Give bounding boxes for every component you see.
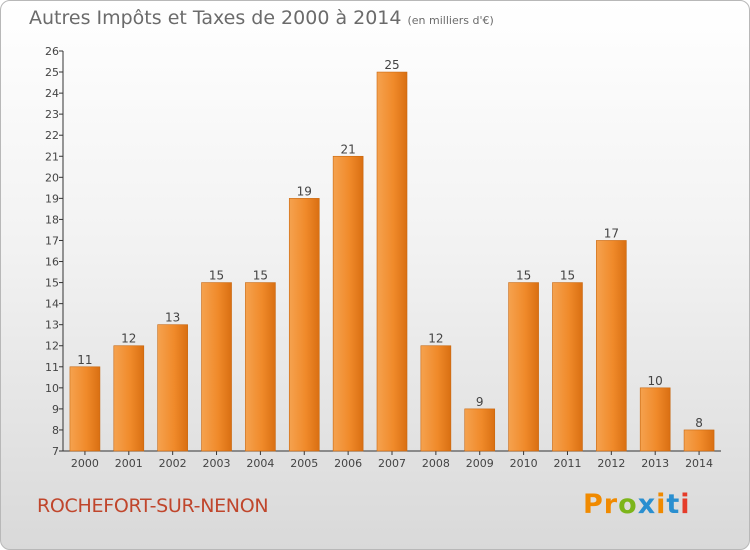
unit-label: (en milliers d'€): [407, 14, 494, 27]
bar: [464, 408, 496, 452]
y-tick-label: 11: [45, 361, 59, 374]
bar-value-label: 9: [476, 395, 484, 409]
y-tick-label: 26: [45, 45, 59, 58]
bar-value-label: 15: [209, 269, 224, 283]
bar: [288, 198, 320, 452]
bar: [201, 282, 232, 452]
x-tick-label: 2007: [378, 457, 406, 470]
y-tick-label: 20: [45, 171, 59, 184]
y-tick-label: 23: [45, 108, 59, 121]
x-tick-label: 2014: [685, 457, 713, 470]
y-tick-label: 9: [52, 403, 59, 416]
x-tick-label: 2011: [553, 457, 581, 470]
y-tick-label: 19: [45, 192, 59, 205]
bar: [552, 282, 583, 452]
logo-letter: x: [637, 489, 657, 520]
bar: [596, 240, 627, 452]
y-tick-label: 14: [45, 298, 59, 311]
x-tick-label: 2006: [334, 457, 362, 470]
bar-value-label: 17: [604, 226, 619, 240]
y-tick-label: 18: [45, 213, 59, 226]
x-tick-label: 2003: [203, 457, 231, 470]
bar: [332, 155, 364, 452]
bar-value-label: 12: [428, 332, 443, 346]
x-tick-label: 2004: [246, 457, 274, 470]
bar-value-label: 8: [695, 416, 703, 430]
bar: [245, 282, 276, 452]
title-text: Autres Impôts et Taxes de 2000 à 2014: [29, 7, 402, 29]
logo-letter: i: [680, 489, 691, 520]
y-tick-label: 10: [45, 382, 59, 395]
bar-value-label: 13: [165, 311, 180, 325]
y-tick-label: 12: [45, 340, 59, 353]
y-tick-label: 8: [52, 424, 59, 437]
x-tick-label: 2001: [115, 457, 143, 470]
x-tick-label: 2010: [510, 457, 538, 470]
x-tick-label: 2000: [71, 457, 99, 470]
bar-value-label: 21: [340, 142, 355, 156]
bar: [683, 429, 715, 452]
y-tick-label: 7: [52, 445, 59, 458]
x-tick-label: 2002: [159, 457, 187, 470]
bar-value-label: 11: [77, 353, 92, 367]
bar-value-label: 10: [648, 374, 663, 388]
logo-letter: r: [603, 489, 619, 520]
y-tick-label: 17: [45, 234, 59, 247]
logo-letter: i: [656, 489, 667, 520]
bar-value-label: 19: [297, 184, 312, 198]
chart-title: Autres Impôts et Taxes de 2000 à 2014 (en…: [29, 7, 494, 29]
y-tick-label: 24: [45, 87, 59, 100]
x-tick-label: 2005: [290, 457, 318, 470]
x-tick-label: 2012: [597, 457, 625, 470]
bar: [508, 282, 539, 452]
labels: 11 12 13 15 15 19 21 25 12 9 15 15 17 10 8: [77, 58, 703, 430]
logo-letter: P: [583, 489, 604, 520]
logo-letter: o: [618, 489, 638, 520]
proxiti-logo: Proxiti: [583, 489, 691, 520]
y-tick-label: 13: [45, 319, 59, 332]
bar-value-label: 25: [384, 58, 399, 72]
place-name: ROCHEFORT-SUR-NENON: [37, 495, 269, 517]
logo-letter: t: [666, 489, 681, 520]
y-tick-label: 21: [45, 150, 59, 163]
bar-value-label: 15: [253, 269, 268, 283]
x-tick-label: 2008: [422, 457, 450, 470]
bar: [639, 387, 671, 452]
bar: [69, 366, 101, 452]
x-tick-label: 2013: [641, 457, 669, 470]
y-tick-label: 22: [45, 129, 59, 142]
bar: [420, 345, 452, 452]
bar-value-label: 15: [560, 269, 575, 283]
bar: [376, 71, 408, 452]
bar-value-label: 12: [121, 332, 136, 346]
y-tick-label: 16: [45, 256, 59, 269]
y-tick-label: 15: [45, 277, 59, 290]
bar: [157, 324, 188, 452]
y-tick-label: 25: [45, 66, 59, 79]
bar: [113, 345, 145, 452]
x-tick-label: 2009: [466, 457, 494, 470]
bar-value-label: 15: [516, 269, 531, 283]
bars: [69, 71, 715, 452]
